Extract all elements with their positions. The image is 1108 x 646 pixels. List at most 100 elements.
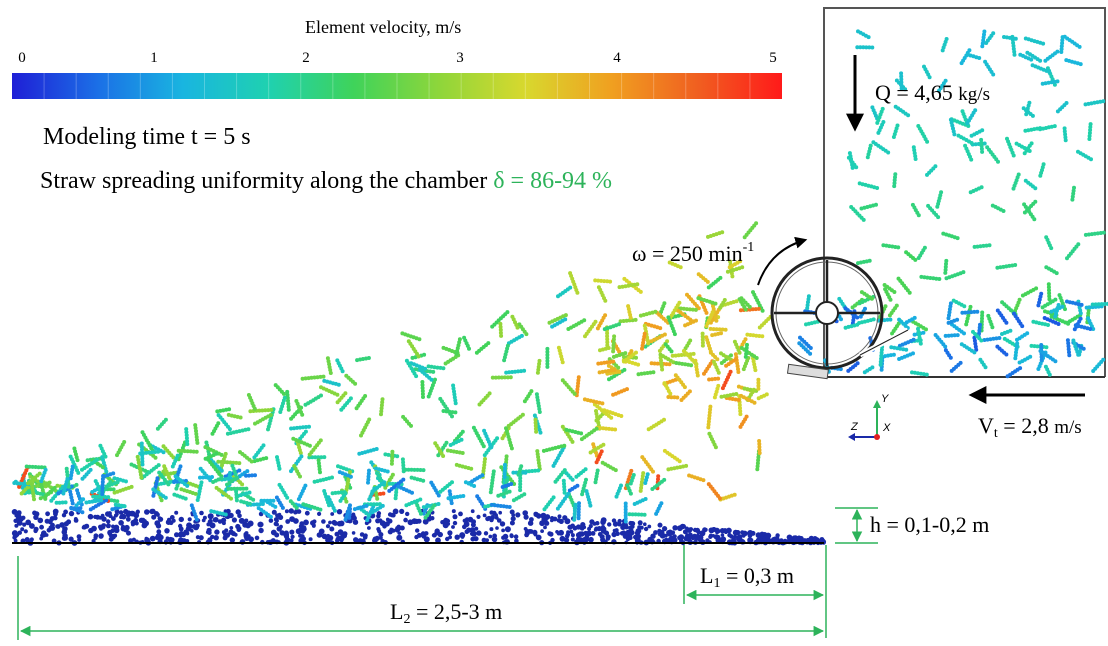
straw-particle — [1065, 242, 1081, 261]
straw-particle — [640, 331, 647, 351]
straw-particle — [506, 333, 524, 346]
straw-particle — [39, 482, 48, 501]
straw-particle — [611, 351, 628, 359]
straw-particle — [316, 458, 322, 475]
straw-particle — [198, 466, 213, 483]
straw-particle — [849, 205, 866, 222]
straw-particle — [922, 64, 932, 80]
straw-particle — [1040, 79, 1060, 86]
straw-particle — [737, 394, 743, 417]
straw-particle — [98, 443, 108, 459]
straw-particle — [140, 430, 155, 453]
straw-particle — [910, 202, 921, 218]
straw-particle — [403, 467, 426, 473]
straw-particle — [401, 414, 413, 428]
straw-particle — [1053, 303, 1061, 319]
straw-particle — [1002, 35, 1018, 41]
straw-particle — [602, 322, 621, 332]
straw-particle — [214, 485, 233, 501]
straw-particle — [870, 105, 880, 121]
straw-particle — [80, 467, 93, 481]
l2-dimension — [17, 556, 825, 640]
straw-particle — [941, 231, 960, 241]
uniformity-value: δ = 86-94 % — [493, 168, 613, 194]
straw-particle — [292, 464, 302, 479]
straw-particle — [510, 314, 520, 330]
straw-particle — [663, 342, 674, 354]
straw-particle — [326, 495, 337, 513]
straw-particle — [797, 341, 813, 356]
straw-particle — [649, 332, 667, 344]
straw-particle — [676, 308, 695, 324]
straw-particle — [535, 358, 542, 375]
straw-particle — [600, 460, 618, 473]
straw-particle — [489, 502, 512, 509]
straw-particle — [170, 453, 180, 469]
straw-particle — [366, 468, 371, 485]
straw-particle — [944, 270, 966, 281]
straw-particle — [893, 104, 911, 118]
straw-particle — [291, 436, 312, 448]
l2-label: L2 = 2,5-3 m — [390, 599, 502, 628]
travel-speed-symbol: V — [978, 413, 994, 438]
straw-particle — [611, 334, 617, 354]
straw-particle — [522, 389, 534, 404]
straw-particle — [139, 441, 145, 467]
straw-particle — [1083, 99, 1106, 107]
straw-particle — [289, 424, 311, 431]
straw-particle — [1005, 366, 1023, 379]
straw-particle — [210, 421, 221, 436]
straw-particle — [409, 475, 426, 483]
straw-particle — [706, 482, 722, 501]
straw-particle — [43, 485, 57, 498]
straw-particle — [638, 309, 658, 318]
uniformity-line: Straw spreading uniformity along the cha… — [40, 168, 612, 195]
straw-particle — [454, 462, 474, 471]
straw-particle — [312, 475, 334, 484]
straw-particle — [916, 326, 923, 346]
straw-particle — [951, 298, 967, 309]
straw-particle — [534, 392, 542, 414]
straw-particle — [68, 489, 75, 506]
straw-particle — [708, 326, 728, 332]
straw-particle — [288, 499, 299, 510]
straw-particle — [883, 352, 896, 359]
straw-particle — [640, 455, 655, 474]
straw-particle — [919, 274, 942, 281]
straw-particle — [100, 474, 106, 496]
straw-particle — [636, 370, 656, 377]
straw-particle — [706, 230, 725, 239]
straw-particle — [597, 368, 617, 375]
straw-particle — [541, 443, 567, 453]
straw-particle — [173, 474, 190, 488]
straw-particle — [1043, 49, 1060, 63]
straw-particle — [584, 489, 593, 508]
straw-particle — [881, 243, 901, 250]
axis-triad — [848, 400, 881, 441]
straw-particle — [556, 285, 573, 299]
straw-particle — [727, 259, 743, 270]
straw-particle — [471, 425, 486, 449]
straw-particle — [666, 463, 689, 472]
straw-particle — [225, 475, 239, 487]
straw-particle — [506, 412, 525, 428]
straw-particle — [588, 442, 606, 455]
straw-particle — [1076, 299, 1083, 316]
straw-particle — [496, 489, 512, 498]
colorbar — [12, 73, 782, 99]
straw-particle — [560, 424, 575, 444]
straw-particle — [502, 462, 507, 479]
straw-particle — [357, 447, 379, 456]
colorbar-tick-1: 1 — [150, 50, 158, 66]
straw-particle — [504, 426, 514, 451]
straw-particle — [275, 455, 282, 471]
straw-particle — [892, 172, 898, 189]
straw-particle — [29, 482, 36, 502]
layer-height-label: h = 0,1-0,2 m — [870, 512, 990, 537]
straw-particle — [1073, 323, 1093, 331]
straw-particle — [1070, 185, 1076, 202]
straw-particle — [225, 427, 251, 436]
straw-particle — [1055, 101, 1069, 114]
axis-z-label: Z — [851, 421, 858, 433]
straw-particle — [1020, 286, 1039, 298]
